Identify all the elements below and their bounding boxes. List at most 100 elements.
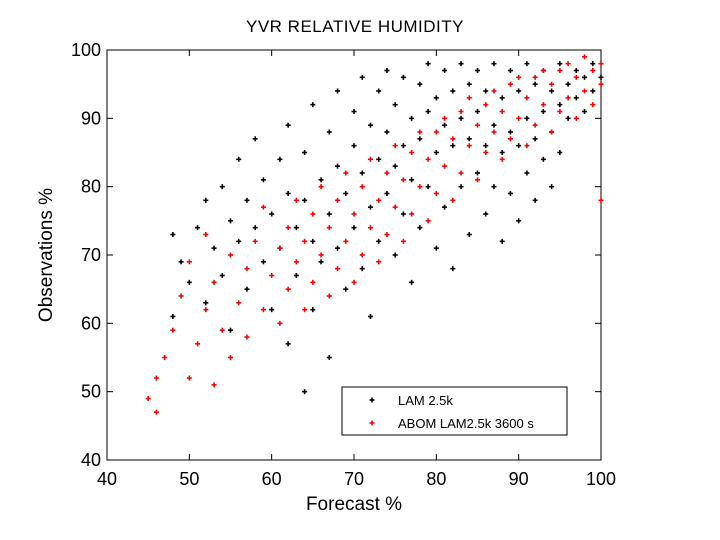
point-lam bbox=[425, 109, 431, 114]
point-lam bbox=[582, 109, 588, 114]
point-lam bbox=[310, 238, 316, 244]
point-abom bbox=[153, 409, 159, 415]
point-abom bbox=[516, 74, 522, 80]
point-abom bbox=[540, 68, 546, 73]
point-abom bbox=[351, 279, 357, 285]
point-lam bbox=[433, 245, 439, 251]
point-lam bbox=[335, 245, 341, 251]
point-abom bbox=[433, 191, 439, 196]
point-abom bbox=[302, 238, 308, 244]
y-tick-label: 90 bbox=[81, 108, 101, 128]
point-abom bbox=[293, 259, 299, 265]
point-lam bbox=[516, 143, 522, 149]
point-lam bbox=[450, 88, 456, 94]
point-abom bbox=[162, 355, 168, 360]
point-abom bbox=[598, 197, 604, 203]
y-tick-label: 70 bbox=[81, 245, 101, 265]
point-lam bbox=[326, 355, 332, 360]
point-lam bbox=[343, 286, 349, 292]
point-lam bbox=[524, 61, 530, 67]
point-lam bbox=[170, 314, 176, 319]
point-lam bbox=[507, 191, 513, 196]
point-abom bbox=[433, 129, 439, 135]
point-lam bbox=[466, 81, 472, 87]
point-lam bbox=[244, 286, 250, 292]
y-tick-label: 80 bbox=[81, 177, 101, 197]
point-abom bbox=[367, 225, 373, 231]
point-abom bbox=[582, 88, 588, 94]
point-lam bbox=[590, 61, 596, 67]
point-abom bbox=[376, 259, 382, 265]
point-lam bbox=[285, 122, 291, 128]
point-abom bbox=[367, 156, 373, 162]
point-lam bbox=[557, 102, 563, 108]
point-abom bbox=[409, 211, 415, 217]
point-lam bbox=[433, 95, 439, 101]
point-abom bbox=[260, 307, 266, 313]
point-lam bbox=[409, 115, 415, 121]
point-lam bbox=[236, 238, 242, 244]
point-lam bbox=[582, 74, 588, 80]
point-lam bbox=[392, 252, 398, 258]
point-lam bbox=[359, 170, 365, 176]
point-lam bbox=[318, 259, 324, 265]
point-abom bbox=[516, 115, 522, 121]
point-abom bbox=[376, 197, 382, 203]
point-lam bbox=[310, 102, 316, 108]
point-lam bbox=[326, 211, 332, 217]
point-abom bbox=[557, 68, 563, 73]
point-lam bbox=[409, 177, 415, 183]
point-lam bbox=[384, 191, 390, 196]
legend-marker-symbol bbox=[369, 420, 375, 426]
point-lam bbox=[351, 109, 357, 114]
point-abom bbox=[186, 259, 192, 265]
point-lam bbox=[285, 191, 291, 196]
point-lam bbox=[417, 136, 423, 142]
point-lam bbox=[549, 88, 555, 94]
point-lam bbox=[211, 245, 217, 251]
point-abom bbox=[392, 204, 398, 210]
x-axis-label: Forecast % bbox=[306, 494, 402, 515]
point-lam bbox=[367, 122, 373, 128]
point-lam bbox=[557, 61, 563, 67]
point-lam bbox=[335, 163, 341, 169]
point-lam bbox=[598, 74, 604, 80]
point-lam bbox=[425, 184, 431, 190]
point-abom bbox=[351, 211, 357, 217]
point-abom bbox=[277, 245, 283, 251]
x-tick-label: 60 bbox=[262, 469, 282, 489]
point-abom bbox=[293, 197, 299, 203]
point-lam bbox=[549, 184, 555, 190]
point-lam bbox=[384, 68, 390, 73]
point-abom bbox=[228, 355, 233, 360]
point-lam bbox=[573, 95, 579, 101]
point-abom bbox=[532, 122, 538, 128]
point-lam bbox=[516, 88, 522, 94]
point-lam bbox=[540, 156, 546, 162]
point-abom bbox=[359, 184, 365, 190]
point-lam bbox=[277, 156, 283, 162]
y-tick-label: 60 bbox=[81, 313, 101, 333]
point-abom bbox=[343, 238, 349, 244]
point-abom bbox=[532, 74, 538, 80]
point-lam bbox=[400, 143, 406, 149]
point-abom bbox=[590, 68, 596, 73]
point-lam bbox=[532, 197, 538, 203]
point-lam bbox=[260, 177, 266, 183]
point-abom bbox=[178, 293, 184, 299]
point-lam bbox=[310, 307, 316, 313]
point-lam bbox=[507, 68, 513, 73]
point-abom bbox=[442, 115, 448, 121]
point-lam bbox=[269, 307, 275, 313]
point-lam bbox=[433, 150, 439, 155]
point-abom bbox=[326, 293, 332, 299]
point-lam bbox=[565, 81, 571, 87]
point-lam bbox=[499, 150, 505, 155]
x-tick-label: 80 bbox=[426, 469, 446, 489]
point-abom bbox=[491, 88, 497, 94]
legend-label-abom: ABOM LAM2.5k 3600 s bbox=[398, 416, 534, 431]
point-lam bbox=[483, 211, 489, 217]
point-abom bbox=[582, 54, 588, 60]
legend-marker-lam bbox=[369, 397, 375, 403]
point-abom bbox=[277, 320, 283, 326]
